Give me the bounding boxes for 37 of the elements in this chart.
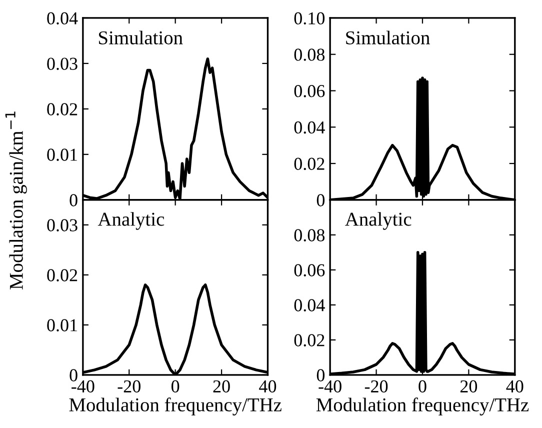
y-tick-label: 0.10 xyxy=(294,12,325,24)
y-tick-label: 0.04 xyxy=(47,12,78,24)
y-tick-label: 0.01 xyxy=(47,148,77,161)
x-tick-label: -40 xyxy=(72,380,94,392)
y-tick-label: 0.03 xyxy=(47,219,78,232)
x-tick-label: -20 xyxy=(364,380,388,392)
y-tick-label: 0 xyxy=(70,194,78,206)
y-tick-label: 0.08 xyxy=(294,48,325,61)
x-tick-label: 20 xyxy=(460,380,478,392)
y-tick-label: 0.02 xyxy=(47,103,78,116)
x-tick-label: 20 xyxy=(213,380,230,392)
x-tick-label: 40 xyxy=(259,380,276,392)
annotation: Simulation xyxy=(99,30,183,44)
annotation: Analytic xyxy=(345,212,412,230)
y-tick-label: 0.03 xyxy=(47,58,78,70)
x-tick-label: 40 xyxy=(506,380,524,392)
y-tick-label: 0.02 xyxy=(294,334,324,346)
x-axis-title: Modulation frequency/THz xyxy=(316,398,529,416)
annotation: Simulation xyxy=(346,30,430,44)
y-tick-label: 0 xyxy=(316,194,325,206)
x-tick-label: 0 xyxy=(418,380,426,392)
y-tick-label: 0.06 xyxy=(294,264,325,276)
x-tick-label: -40 xyxy=(318,380,342,392)
y-tick-label: 0.01 xyxy=(47,319,77,332)
y-tick-label: 0 xyxy=(316,369,325,382)
x-tick-label: 0 xyxy=(172,380,180,392)
y-axis-title: Modulation gain/km$^{−1}$ xyxy=(5,112,27,290)
y-tick-label: 0.02 xyxy=(294,158,324,170)
y-tick-label: 0.06 xyxy=(294,84,325,98)
y-tick-label: 0 xyxy=(70,369,78,382)
annotation: Analytic xyxy=(98,212,164,230)
x-axis-title: Modulation frequency/THz xyxy=(69,398,282,416)
y-tick-label: 0.08 xyxy=(294,229,325,242)
y-tick-label: 0.04 xyxy=(294,299,325,312)
y-tick-label: 0.04 xyxy=(294,121,325,134)
x-tick-label: -20 xyxy=(118,380,140,392)
y-tick-label: 0.02 xyxy=(47,269,78,282)
